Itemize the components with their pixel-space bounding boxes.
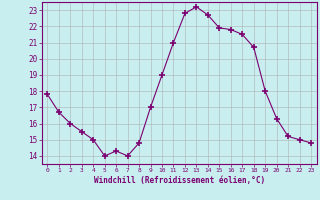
X-axis label: Windchill (Refroidissement éolien,°C): Windchill (Refroidissement éolien,°C) bbox=[94, 176, 265, 185]
